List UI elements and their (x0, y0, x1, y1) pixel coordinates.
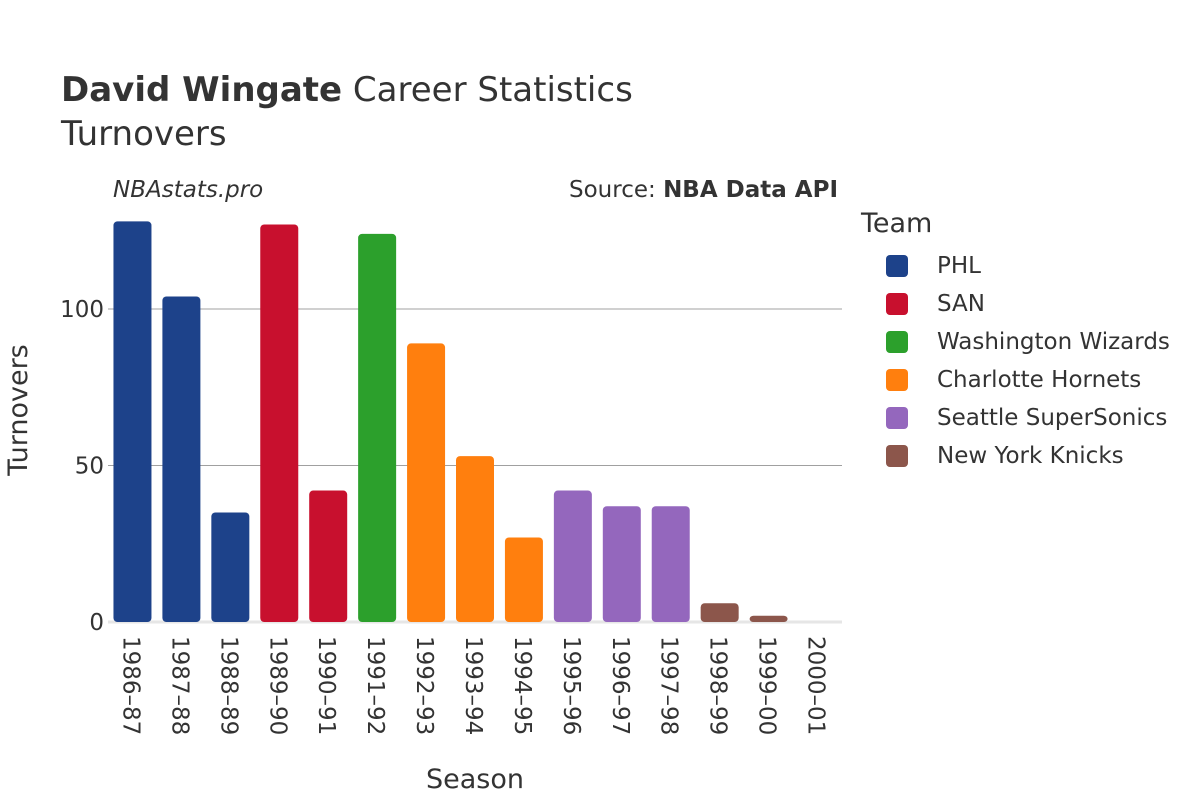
bar[interactable] (309, 490, 348, 622)
legend-item[interactable]: SAN (861, 285, 1170, 323)
bar[interactable] (602, 506, 641, 622)
legend-item[interactable]: New York Knicks (861, 437, 1170, 475)
legend-swatch (886, 407, 908, 429)
legend-label: SAN (937, 291, 985, 317)
bars (113, 221, 788, 623)
chart-title: David Wingate Career Statistics Turnover… (61, 68, 633, 156)
legend-item[interactable]: PHL (861, 247, 1170, 285)
bar[interactable] (456, 456, 494, 622)
bar[interactable] (113, 221, 152, 623)
bar[interactable] (260, 224, 299, 623)
bar[interactable] (407, 343, 446, 622)
x-tick-label: 1997–98 (656, 636, 682, 735)
x-tick-label: 1992–93 (411, 636, 437, 735)
bar[interactable] (553, 490, 592, 622)
x-tick-label: 1991–92 (362, 636, 388, 735)
chart-title-name: David Wingate (61, 70, 343, 110)
x-tick-label: 1988–89 (215, 636, 241, 735)
legend-items: PHL SAN Washington Wizards Charlotte Hornet… (861, 247, 1170, 475)
legend-item[interactable]: Washington Wizards (861, 323, 1170, 361)
y-tick-label: 50 (75, 454, 104, 480)
x-tick-label: 1986–87 (117, 636, 143, 735)
legend-label: New York Knicks (937, 443, 1124, 469)
x-ticks: 1986–87 1987–88 1988–89 1989–90 1990–91 1991–… (117, 636, 828, 735)
legend-title: Team (861, 208, 933, 239)
x-tick-label: 1990–91 (313, 636, 339, 735)
x-tick-label: 1994–95 (509, 636, 535, 735)
legend-label: Seattle SuperSonics (937, 405, 1168, 431)
source-label: Source: NBA Data API (569, 177, 838, 203)
legend-swatch (886, 331, 908, 353)
chart-title-rest: Career Statistics (342, 70, 633, 110)
x-tick-label: 1996–97 (607, 636, 633, 735)
x-tick-label: 1993–94 (460, 636, 486, 735)
y-tick-label: 0 (89, 610, 104, 636)
source-name: NBA Data API (663, 177, 838, 203)
bar[interactable] (504, 537, 543, 622)
bar[interactable] (211, 512, 250, 622)
x-tick-label: 1995–96 (558, 636, 584, 735)
legend-swatch (886, 293, 908, 315)
legend-label: Washington Wizards (937, 329, 1170, 355)
legend-label: PHL (937, 253, 981, 279)
chart-subtitle: Turnovers (61, 114, 227, 154)
x-tick-label: 2000–01 (803, 636, 829, 735)
legend: Team PHL SAN Washington Wizards Charlotte H… (861, 208, 1170, 475)
source-prefix: Source: (569, 177, 664, 203)
bar[interactable] (358, 233, 397, 622)
bar[interactable] (700, 603, 739, 622)
watermark: NBAstats.pro (113, 177, 264, 203)
x-axis-label: Season (426, 764, 524, 795)
legend-label: Charlotte Hornets (937, 367, 1142, 393)
bar[interactable] (749, 615, 788, 622)
legend-swatch (886, 255, 908, 277)
bar[interactable] (162, 296, 201, 622)
x-tick-label: 1989–90 (264, 636, 290, 735)
bar[interactable] (651, 506, 690, 622)
legend-item[interactable]: Charlotte Hornets (861, 361, 1170, 399)
y-ticks: 0 50 100 (60, 297, 104, 636)
y-tick-label: 100 (60, 297, 104, 323)
y-axis-label: Turnovers (3, 344, 34, 477)
legend-swatch (886, 445, 908, 467)
x-tick-label: 1987–88 (166, 636, 192, 735)
legend-item[interactable]: Seattle SuperSonics (861, 399, 1170, 437)
x-tick-label: 1998–99 (705, 636, 731, 735)
x-tick-label: 1999–00 (754, 636, 780, 735)
legend-swatch (886, 369, 908, 391)
